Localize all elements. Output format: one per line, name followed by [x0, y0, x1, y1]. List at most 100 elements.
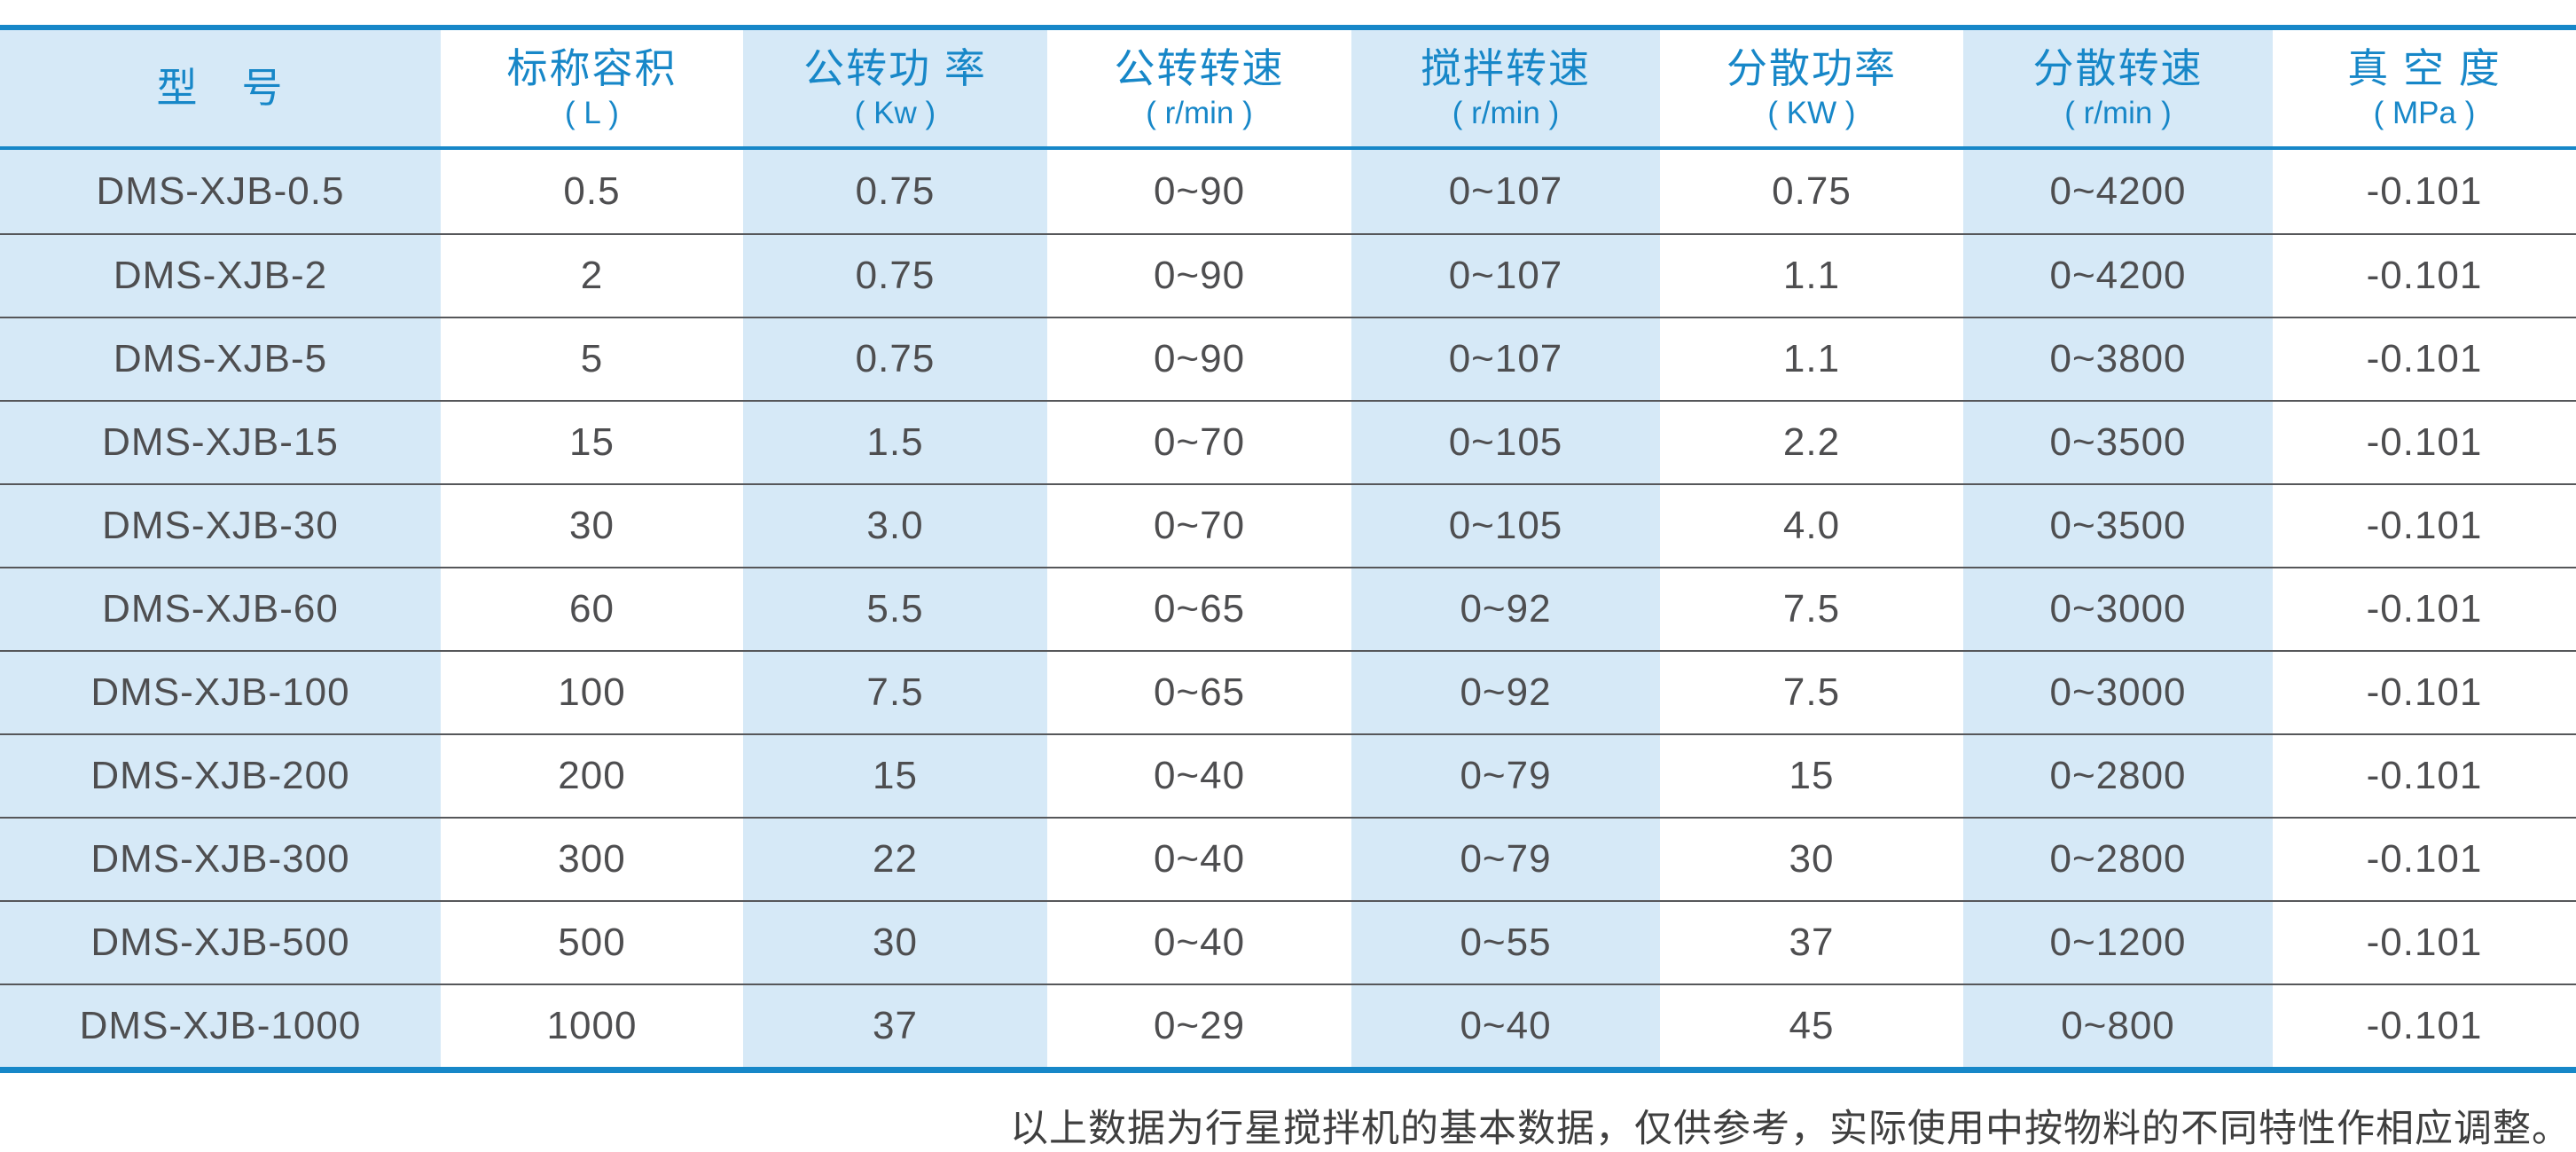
table-cell: 0~3500 — [1963, 483, 2273, 567]
table-cell: 0~40 — [1351, 984, 1660, 1067]
table-cell: -0.101 — [2273, 900, 2576, 984]
table-cell: 0~107 — [1351, 317, 1660, 400]
table-cell: 30 — [441, 483, 743, 567]
table-cell: -0.101 — [2273, 650, 2576, 733]
table-cell: 0~90 — [1047, 233, 1351, 317]
table-row: DMS-XJB-100 100 7.5 0~65 0~92 7.5 0~3000… — [0, 650, 2576, 733]
table-cell: -0.101 — [2273, 733, 2576, 817]
table-cell: 45 — [1660, 984, 1963, 1067]
cell-model: DMS-XJB-5 — [0, 317, 441, 400]
table-cell: 15 — [1660, 733, 1963, 817]
table-cell: 0~2800 — [1963, 817, 2273, 900]
table-cell: 30 — [743, 900, 1047, 984]
table-cell: 0~90 — [1153, 169, 1246, 213]
header-dispersion-power-label: 分散功率 — [1726, 44, 1897, 91]
header-model: 型 号 — [0, 30, 441, 150]
header-dispersion-speed-unit: ( r/min ) — [2064, 96, 2172, 131]
table-cell: 7.5 — [1660, 567, 1963, 650]
header-stirring-speed: 搅拌转速 ( r/min ) — [1351, 30, 1660, 150]
table-cell: 0~90 — [1047, 317, 1351, 400]
table-cell: -0.101 — [2273, 567, 2576, 650]
table-row: DMS-XJB-2 2 0.75 0~90 0~107 1.1 0~4200 -… — [0, 233, 2576, 317]
table-row: DMS-XJB-5 5 0.75 0~90 0~107 1.1 0~3800 -… — [0, 317, 2576, 400]
table-cell: 1.5 — [743, 400, 1047, 483]
cell-model: DMS-XJB-0.5 — [96, 169, 345, 213]
table-cell: 0~40 — [1047, 733, 1351, 817]
table-cell: 0~70 — [1047, 400, 1351, 483]
table-cell: 0~800 — [1963, 984, 2273, 1067]
header-revolution-speed: 公转转速 ( r/min ) — [1047, 30, 1351, 150]
cell-model: DMS-XJB-500 — [0, 900, 441, 984]
table-cell: 0~105 — [1351, 483, 1660, 567]
cell-model: DMS-XJB-1000 — [0, 984, 441, 1067]
table-cell: -0.101 — [2366, 169, 2483, 213]
table-cell: 500 — [441, 900, 743, 984]
table-row: DMS-XJB-300 300 22 0~40 0~79 30 0~2800 -… — [0, 817, 2576, 900]
table-cell: 0~29 — [1047, 984, 1351, 1067]
header-vacuum-degree: 真 空 度 ( MPa ) — [2273, 30, 2576, 150]
table-header-row: 型 号 标称容积 ( L ) 公转功 率 ( Kw ) 公转转速 ( r/min… — [0, 30, 2576, 150]
table-cell: -0.101 — [2273, 400, 2576, 483]
table-cell: 0~79 — [1351, 817, 1660, 900]
table-cell: 4.0 — [1660, 483, 1963, 567]
table-row: DMS-XJB-60 60 5.5 0~65 0~92 7.5 0~3000 -… — [0, 567, 2576, 650]
table-row: DMS-XJB-30 30 3.0 0~70 0~105 4.0 0~3500 … — [0, 483, 2576, 567]
header-stirring-speed-unit: ( r/min ) — [1452, 96, 1560, 131]
table-cell: 0.75 — [855, 169, 936, 213]
table-cell: 2 — [441, 233, 743, 317]
table-cell: 0~4200 — [2049, 169, 2187, 213]
header-revolution-speed-label: 公转转速 — [1114, 44, 1285, 91]
table-cell: 0~3000 — [1963, 567, 2273, 650]
table-cell: 0~65 — [1047, 650, 1351, 733]
table-cell: 0~107 — [1351, 233, 1660, 317]
table-cell: 0~2800 — [1963, 733, 2273, 817]
table-cell: 5 — [441, 317, 743, 400]
table-cell: 7.5 — [1660, 650, 1963, 733]
table-cell: 100 — [441, 650, 743, 733]
header-revolution-power: 公转功 率 ( Kw ) — [743, 30, 1047, 150]
header-model-label: 型 号 — [156, 64, 285, 111]
table-cell: 0~92 — [1351, 567, 1660, 650]
cell-model: DMS-XJB-30 — [0, 483, 441, 567]
footnote: 以上数据为行星搅拌机的基本数据，仅供参考，实际使用中按物料的不同特性作相应调整。 — [1010, 1109, 2571, 1150]
table-row: DMS-XJB-15 15 1.5 0~70 0~105 2.2 0~3500 … — [0, 400, 2576, 483]
header-dispersion-power: 分散功率 ( KW ) — [1660, 30, 1963, 150]
header-vacuum-degree-label: 真 空 度 — [2347, 44, 2502, 91]
table-cell: 15 — [743, 733, 1047, 817]
table-cell: 300 — [441, 817, 743, 900]
table-cell: 22 — [743, 817, 1047, 900]
table-cell: 0.75 — [743, 317, 1047, 400]
table-cell: -0.101 — [2273, 984, 2576, 1067]
header-nominal-volume-unit: ( L ) — [565, 96, 619, 131]
header-stirring-speed-label: 搅拌转速 — [1421, 44, 1591, 91]
table-cell: 2.2 — [1660, 400, 1963, 483]
cell-model: DMS-XJB-2 — [0, 233, 441, 317]
table-cell: -0.101 — [2273, 483, 2576, 567]
header-revolution-power-unit: ( Kw ) — [854, 96, 936, 131]
table-cell: 0.5 — [563, 169, 621, 213]
header-nominal-volume-label: 标称容积 — [506, 44, 677, 91]
table-cell: 0.75 — [743, 233, 1047, 317]
cell-model: DMS-XJB-15 — [0, 400, 441, 483]
table-cell: 0~65 — [1047, 567, 1351, 650]
header-revolution-speed-unit: ( r/min ) — [1146, 96, 1253, 131]
table-cell: 0~70 — [1047, 483, 1351, 567]
table-cell: -0.101 — [2273, 317, 2576, 400]
cell-model: DMS-XJB-200 — [0, 733, 441, 817]
header-nominal-volume: 标称容积 ( L ) — [441, 30, 743, 150]
table-cell: 1.1 — [1660, 317, 1963, 400]
table-cell: 3.0 — [743, 483, 1047, 567]
table-row: DMS-XJB-0.5 0.5 0.75 0~90 0~107 0.75 0~4… — [0, 150, 2576, 233]
header-dispersion-speed-label: 分散转速 — [2032, 44, 2204, 91]
header-revolution-power-label: 公转功 率 — [803, 44, 987, 91]
table-cell: 0~79 — [1351, 733, 1660, 817]
table-row: DMS-XJB-1000 1000 37 0~29 0~40 45 0~800 … — [0, 984, 2576, 1067]
table-cell: 0~55 — [1351, 900, 1660, 984]
table-cell: 0~3500 — [1963, 400, 2273, 483]
table-cell: 0~3800 — [1963, 317, 2273, 400]
spec-table: 型 号 标称容积 ( L ) 公转功 率 ( Kw ) 公转转速 ( r/min… — [0, 25, 2576, 1073]
table-cell: 5.5 — [743, 567, 1047, 650]
table-cell: 37 — [743, 984, 1047, 1067]
table-cell: 0~1200 — [1963, 900, 2273, 984]
